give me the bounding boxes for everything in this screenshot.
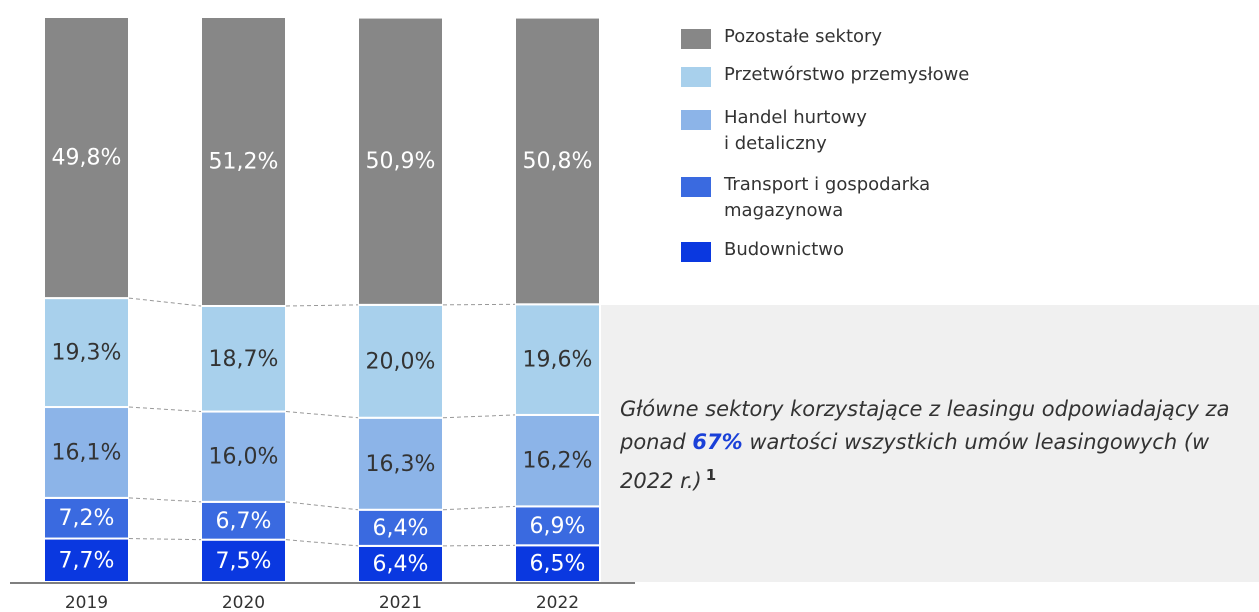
bar-segment: [200, 16, 287, 307]
legend-swatch: [681, 67, 711, 87]
legend-label: Handel hurtowy i detaliczny: [724, 107, 867, 154]
x-tick-label: 2019: [65, 593, 108, 612]
legend-item: Przetwórstwo przemysłowe: [681, 64, 970, 88]
bar-segment: [514, 16, 601, 306]
bar-segment: [200, 538, 287, 584]
connector: [442, 505, 516, 511]
x-tick-label: 2020: [222, 593, 265, 612]
data-label: 51,2%: [209, 149, 279, 174]
data-label: 7,7%: [59, 548, 115, 573]
bar-segment: [514, 413, 601, 508]
legend-swatch: [681, 177, 711, 197]
connector: [442, 544, 516, 547]
bar-segment: [357, 16, 444, 306]
legend-item: Pozostałe sektory: [681, 26, 883, 50]
legend-item: Budownictwo: [681, 239, 845, 263]
bar-segment: [43, 16, 130, 300]
bar-segment: [357, 416, 444, 511]
bar-segment: [200, 410, 287, 503]
x-tick-label: 2022: [536, 593, 579, 612]
bar-segment: [43, 537, 130, 583]
legend-item: Handel hurtowy i detaliczny: [681, 107, 867, 157]
connector: [442, 303, 516, 306]
connector: [128, 497, 202, 503]
footnote: 1: [705, 466, 717, 484]
data-label: 6,5%: [530, 552, 586, 577]
data-label: 50,8%: [523, 149, 593, 174]
data-label: 19,3%: [52, 341, 122, 366]
bar-segment: [514, 544, 601, 584]
legend-swatch: [681, 29, 711, 49]
annotation-text: wartości wszystkich umów leasingowych (w…: [620, 430, 1210, 493]
bar-segment: [43, 297, 130, 409]
bar-segment: [514, 303, 601, 416]
bar-segment: [357, 303, 444, 419]
x-tick-label: 2021: [379, 593, 422, 612]
bar-segment: [200, 500, 287, 541]
connector: [128, 538, 202, 541]
bar-segment: [357, 508, 444, 547]
connector: [442, 414, 516, 419]
data-label: 16,3%: [366, 452, 436, 477]
data-label: 7,2%: [59, 506, 115, 531]
annotation-text: Główne sektory korzystające z leasingu o…: [620, 397, 1230, 454]
connector: [285, 304, 359, 307]
data-label: 16,0%: [209, 445, 279, 470]
legend-swatch: [681, 242, 711, 262]
data-label: 50,9%: [366, 149, 436, 174]
legend-label: Budownictwo: [724, 239, 845, 260]
data-label: 19,6%: [523, 348, 593, 373]
bar-segment: [200, 304, 287, 413]
legend-label: Przetwórstwo przemysłowe: [724, 64, 970, 85]
connector: [285, 539, 359, 547]
data-label: 7,5%: [216, 549, 272, 574]
connector: [285, 411, 359, 419]
data-label: 6,4%: [373, 516, 429, 541]
data-label: 18,7%: [209, 347, 279, 372]
annotation: Główne sektory korzystające z leasingu o…: [620, 393, 1245, 498]
legend-label: Pozostałe sektory: [724, 26, 883, 47]
connector: [128, 406, 202, 413]
data-label: 6,4%: [373, 552, 429, 577]
connector: [128, 297, 202, 307]
annotation-highlight: 67%: [692, 430, 743, 454]
data-label: 20,0%: [366, 349, 436, 374]
data-label: 16,1%: [52, 440, 122, 465]
bar-segment: [43, 406, 130, 499]
annotation-box: Główne sektory korzystające z leasingu o…: [600, 305, 1259, 582]
legend-label: Transport i gospodarka magazynowa: [724, 174, 931, 221]
legend-swatch: [681, 110, 711, 130]
legend-item: Transport i gospodarka magazynowa: [681, 174, 931, 224]
data-label: 6,7%: [216, 509, 272, 534]
data-label: 16,2%: [523, 449, 593, 474]
data-label: 6,9%: [530, 514, 586, 539]
data-label: 49,8%: [52, 146, 122, 171]
bar-segment: [514, 505, 601, 547]
bar-segment: [43, 496, 130, 540]
connector: [285, 501, 359, 511]
